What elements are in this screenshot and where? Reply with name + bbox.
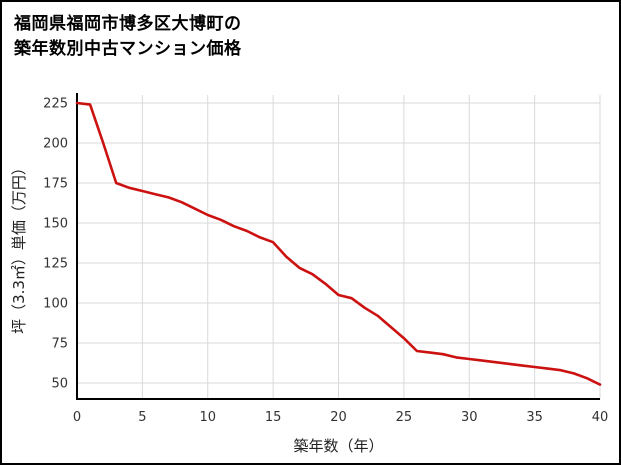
x-tick-label: 10 bbox=[199, 410, 216, 425]
x-tick-label: 40 bbox=[592, 410, 609, 425]
price-chart: 0 5 10 15 20 25 30 35 40 50 75 100 125 150 175 200 225 築年… bbox=[2, 87, 619, 463]
chart-svg: 0 5 10 15 20 25 30 35 40 50 75 100 125 150 175 200 225 築年… bbox=[10, 93, 609, 455]
price-line bbox=[75, 101, 602, 386]
x-tick-label: 20 bbox=[330, 410, 347, 425]
y-tick-label: 125 bbox=[43, 257, 68, 272]
x-tick-label: 25 bbox=[396, 410, 413, 425]
y-tick-label: 175 bbox=[43, 177, 68, 192]
y-tick-label: 50 bbox=[51, 377, 68, 392]
chart-title: 福岡県福岡市博多区大博町の 築年数別中古マンション価格 bbox=[2, 2, 619, 87]
x-tick-label: 30 bbox=[461, 410, 478, 425]
y-tick-label: 75 bbox=[51, 337, 68, 352]
chart-title-line-1: 福岡県福岡市博多区大博町の bbox=[14, 14, 242, 34]
x-tick-label: 15 bbox=[265, 410, 282, 425]
y-tick-label: 100 bbox=[43, 297, 68, 312]
chart-title-line-2: 築年数別中古マンション価格 bbox=[14, 38, 242, 59]
x-tick-label: 35 bbox=[526, 410, 543, 425]
y-tick-label: 200 bbox=[43, 137, 68, 152]
y-tick-label: 225 bbox=[43, 97, 68, 112]
y-tick-label: 150 bbox=[43, 217, 68, 232]
x-tick-label: 5 bbox=[138, 410, 146, 425]
x-tick-label: 0 bbox=[73, 410, 81, 425]
y-axis-title: 坪（3.3㎡）単価（万円） bbox=[10, 160, 28, 334]
x-axis-title: 築年数（年） bbox=[293, 437, 383, 455]
